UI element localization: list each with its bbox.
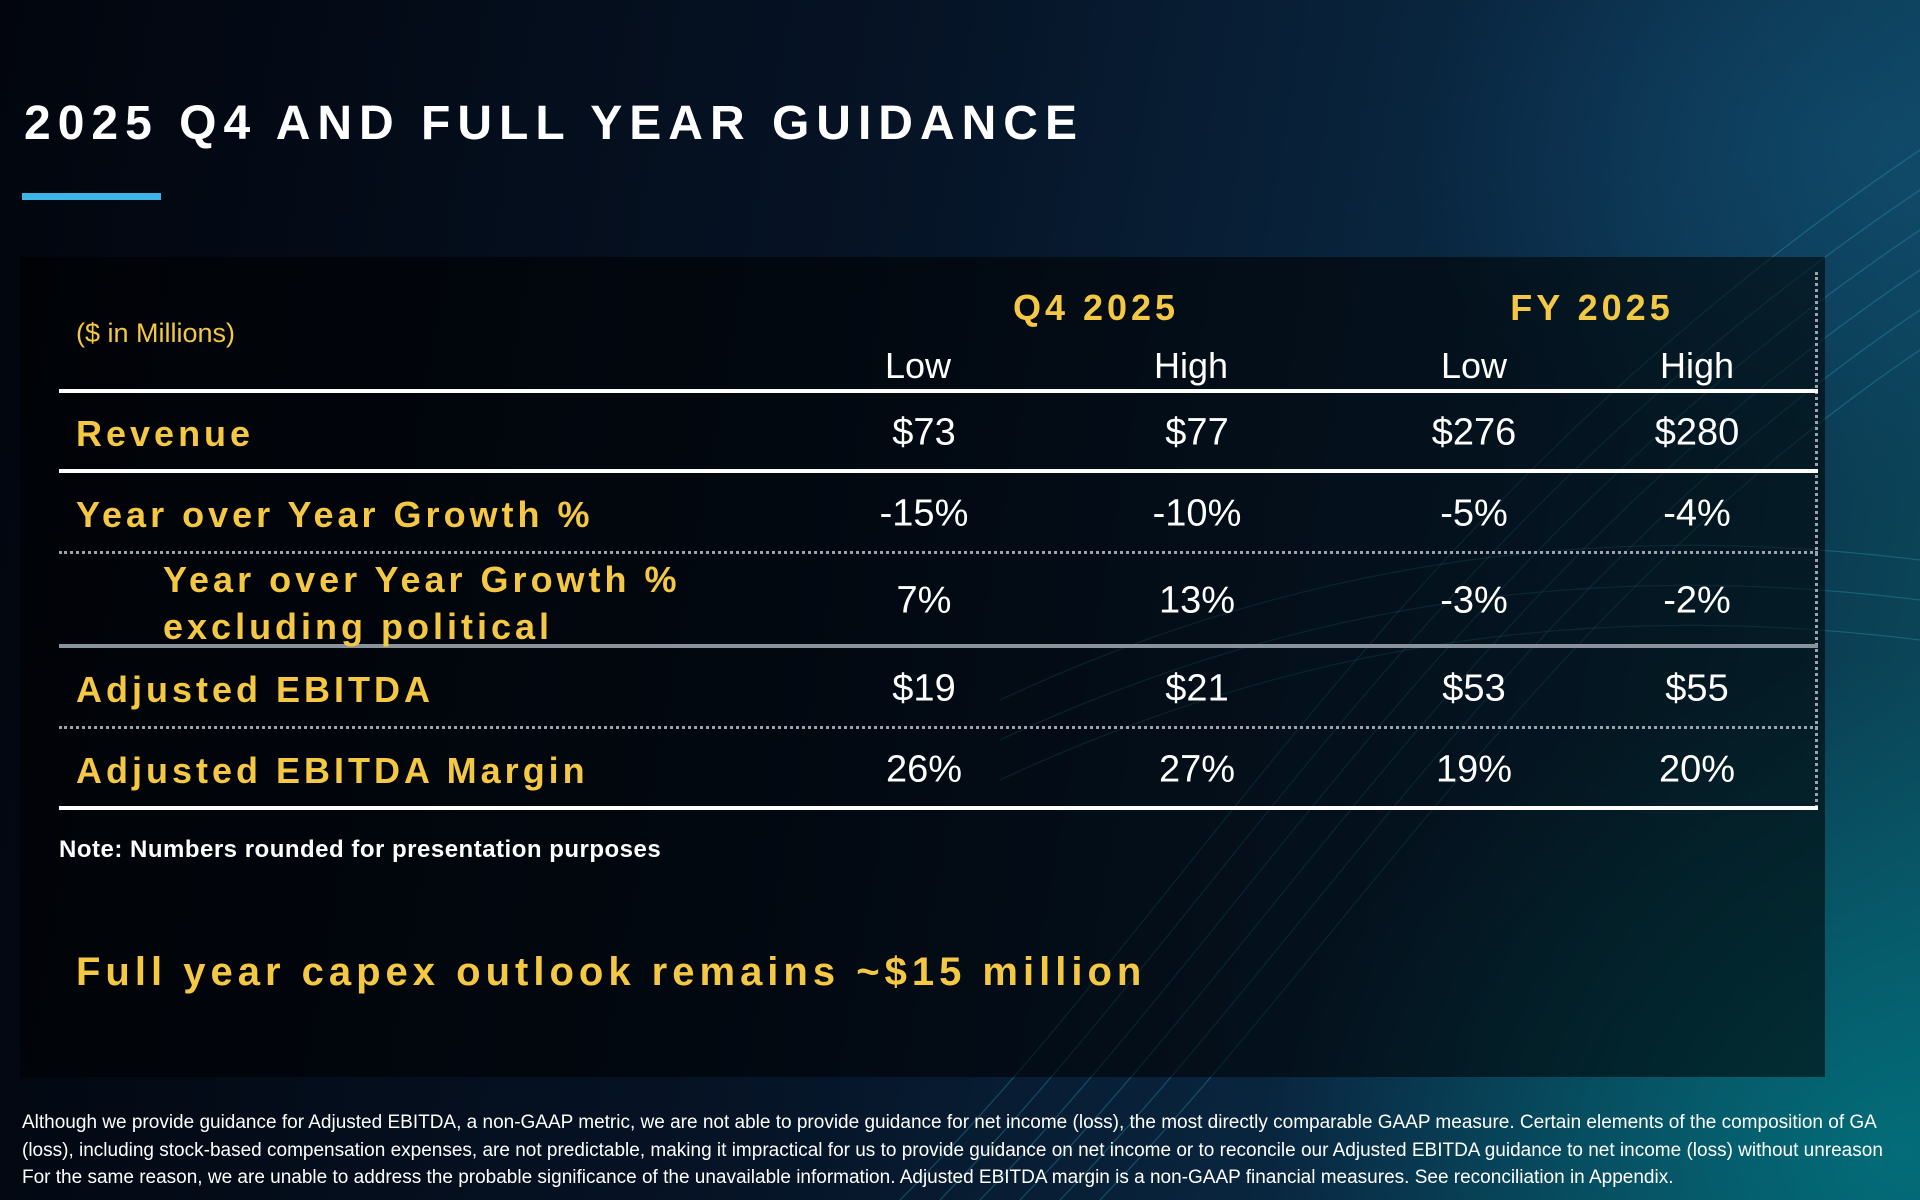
row-label-yoy-growth: Year over Year Growth %	[76, 494, 594, 535]
footnote-line: (loss), including stock-based compensati…	[22, 1140, 1883, 1161]
col-header-q4-low: Low	[884, 345, 952, 386]
period-header-fy: FY 2025	[1510, 287, 1674, 328]
cell-yoy-fy-high: -4%	[1663, 492, 1731, 535]
row-label-adjusted-ebitda-margin: Adjusted EBITDA Margin	[76, 750, 589, 791]
guidance-table-panel	[20, 257, 1825, 1077]
cell-revenue-q4-high: $77	[1165, 411, 1229, 454]
cell-revenue-fy-low: $276	[1431, 411, 1517, 454]
cell-ebitda-fy-low: $53	[1442, 667, 1506, 710]
row-divider	[59, 469, 1818, 473]
row-label-revenue: Revenue	[76, 413, 255, 454]
cell-yoy-excl-q4-high: 13%	[1158, 579, 1236, 622]
cell-revenue-fy-high: $280	[1654, 411, 1740, 454]
period-header-q4: Q4 2025	[1012, 287, 1180, 328]
cell-ebitda-q4-high: $21	[1165, 667, 1229, 710]
cell-yoy-excl-fy-high: -2%	[1663, 579, 1731, 622]
cell-yoy-q4-low: -15%	[879, 492, 969, 535]
cell-revenue-q4-low: $73	[892, 411, 956, 454]
cell-margin-fy-low: 19%	[1435, 748, 1513, 791]
cell-ebitda-fy-high: $55	[1665, 667, 1729, 710]
row-divider-dotted	[59, 726, 1818, 729]
page-title: 2025 Q4 AND FULL YEAR GUIDANCE	[24, 97, 1084, 150]
row-divider	[59, 644, 1818, 648]
row-label-adjusted-ebitda: Adjusted EBITDA	[76, 669, 435, 710]
units-label: ($ in Millions)	[76, 318, 236, 348]
cell-ebitda-q4-low: $19	[892, 667, 956, 710]
cell-yoy-q4-high: -10%	[1152, 492, 1242, 535]
table-right-border	[1815, 272, 1818, 808]
cell-yoy-excl-q4-low: 7%	[896, 579, 952, 622]
col-header-fy-high: High	[1659, 345, 1735, 386]
cell-yoy-excl-fy-low: -3%	[1440, 579, 1508, 622]
rounding-note: Note: Numbers rounded for presentation p…	[59, 836, 662, 863]
row-label-yoy-excl-political: Year over Year Growth %	[163, 559, 681, 600]
table-bottom-rule	[59, 806, 1818, 810]
cell-margin-q4-low: 26%	[885, 748, 963, 791]
row-divider-dotted	[59, 551, 1818, 554]
capex-outlook: Full year capex outlook remains ~$15 mil…	[76, 950, 1147, 994]
cell-margin-q4-high: 27%	[1158, 748, 1236, 791]
col-header-fy-low: Low	[1440, 345, 1508, 386]
header-rule	[59, 389, 1818, 393]
title-accent-bar	[22, 193, 161, 200]
cell-margin-fy-high: 20%	[1658, 748, 1736, 791]
row-label-yoy-excl-political-line2: excluding political	[163, 606, 554, 647]
footnote-line: For the same reason, we are unable to ad…	[22, 1167, 1674, 1188]
footnote-line: Although we provide guidance for Adjuste…	[22, 1112, 1877, 1133]
cell-yoy-fy-low: -5%	[1440, 492, 1508, 535]
col-header-q4-high: High	[1153, 345, 1229, 386]
